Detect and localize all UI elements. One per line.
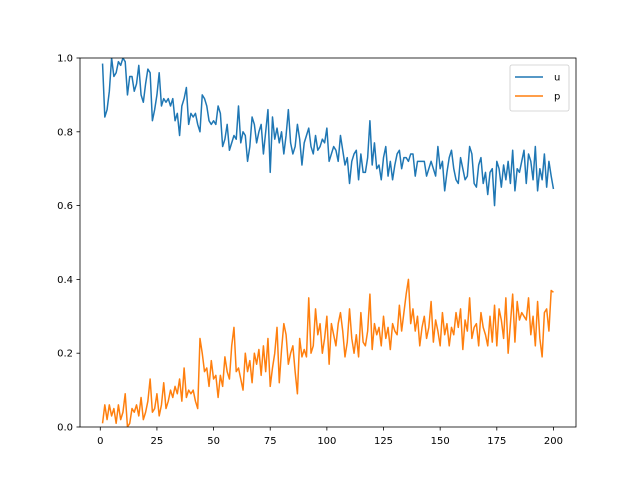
x-tick-label: 0 [97,436,103,447]
x-tick-label: 75 [264,436,277,447]
line-series [101,58,555,207]
y-tick-label: 0.2 [57,349,73,360]
legend-label: u [554,73,560,84]
x-tick-label: 175 [487,436,506,447]
y-tick-label: 1.0 [57,54,73,65]
legend-label: p [554,92,560,103]
y-tick-label: 0.4 [57,275,73,286]
y-tick-label: 0.8 [57,127,73,138]
x-tick-label: 50 [207,436,220,447]
x-tick-label: 200 [544,436,563,447]
x-tick-label: 25 [151,436,164,447]
y-tick-label: 0.0 [57,423,73,434]
axes-frame [79,57,577,428]
series-group [101,58,555,427]
x-tick-label: 150 [431,436,450,447]
x-tick-label: 125 [374,436,393,447]
y-tick-label: 0.6 [57,201,73,212]
line-series [101,278,554,427]
x-tick-label: 100 [317,436,336,447]
